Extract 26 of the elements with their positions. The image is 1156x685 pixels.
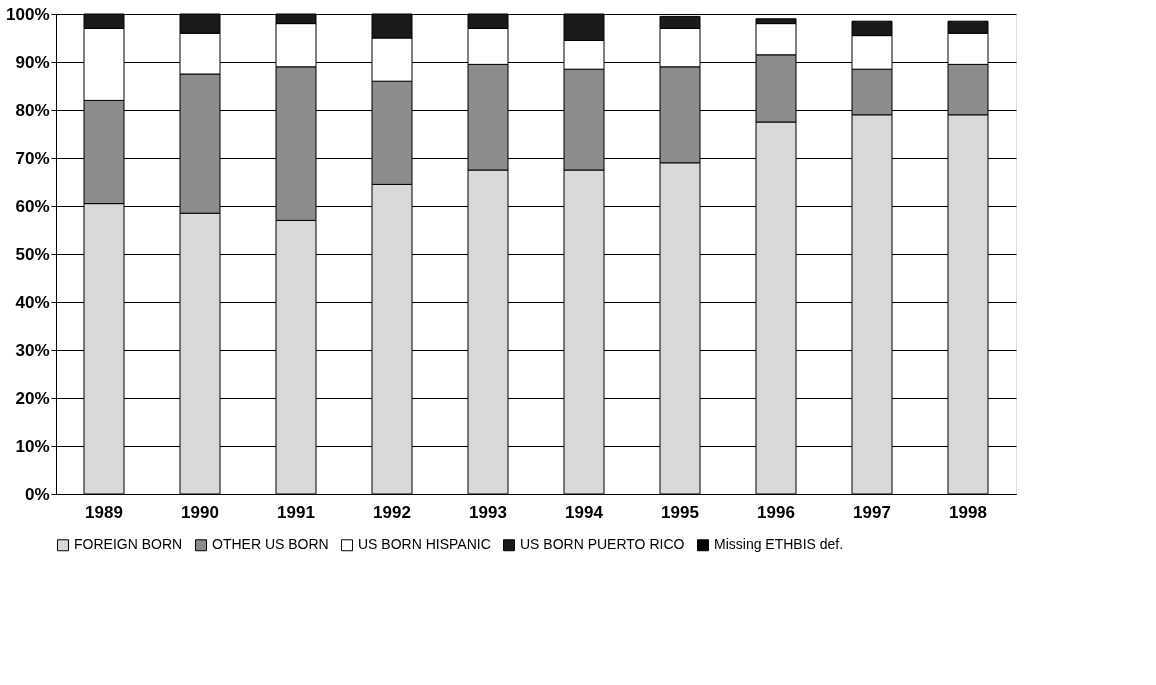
y-tick-label: 60%: [15, 196, 50, 216]
y-tick-label: 0%: [24, 484, 50, 504]
x-tick-label: 1996: [757, 502, 795, 522]
x-tick-label: 1990: [181, 502, 219, 522]
y-tick-label: 20%: [15, 388, 50, 408]
x-tick-label: 1997: [853, 502, 891, 522]
legend-label: FOREIGN BORN: [74, 536, 183, 553]
x-tick-label: 1989: [85, 502, 123, 522]
legend-label: OTHER US BORN: [212, 536, 329, 553]
y-tick-label: 70%: [15, 148, 50, 168]
y-tick-label: 80%: [15, 100, 50, 120]
x-tick-label: 1993: [469, 502, 507, 522]
legend-label: US BORN PUERTO RICO: [520, 536, 685, 553]
y-tick-label: 10%: [15, 436, 50, 456]
x-tick-label: 1995: [661, 502, 699, 522]
x-tick-label: 1991: [277, 502, 315, 522]
y-tick-label: 100%: [6, 4, 50, 24]
y-tick-label: 50%: [15, 244, 50, 264]
legend-label: US BORN HISPANIC: [358, 536, 491, 553]
legend-label: Missing ETHBIS def.: [714, 536, 844, 553]
x-tick-label: 1994: [565, 502, 604, 522]
y-tick-label: 90%: [15, 52, 50, 72]
y-tick-label: 30%: [15, 340, 50, 360]
y-tick-label: 40%: [15, 292, 50, 312]
x-tick-label: 1992: [373, 502, 411, 522]
x-tick-label: 1998: [949, 502, 987, 522]
